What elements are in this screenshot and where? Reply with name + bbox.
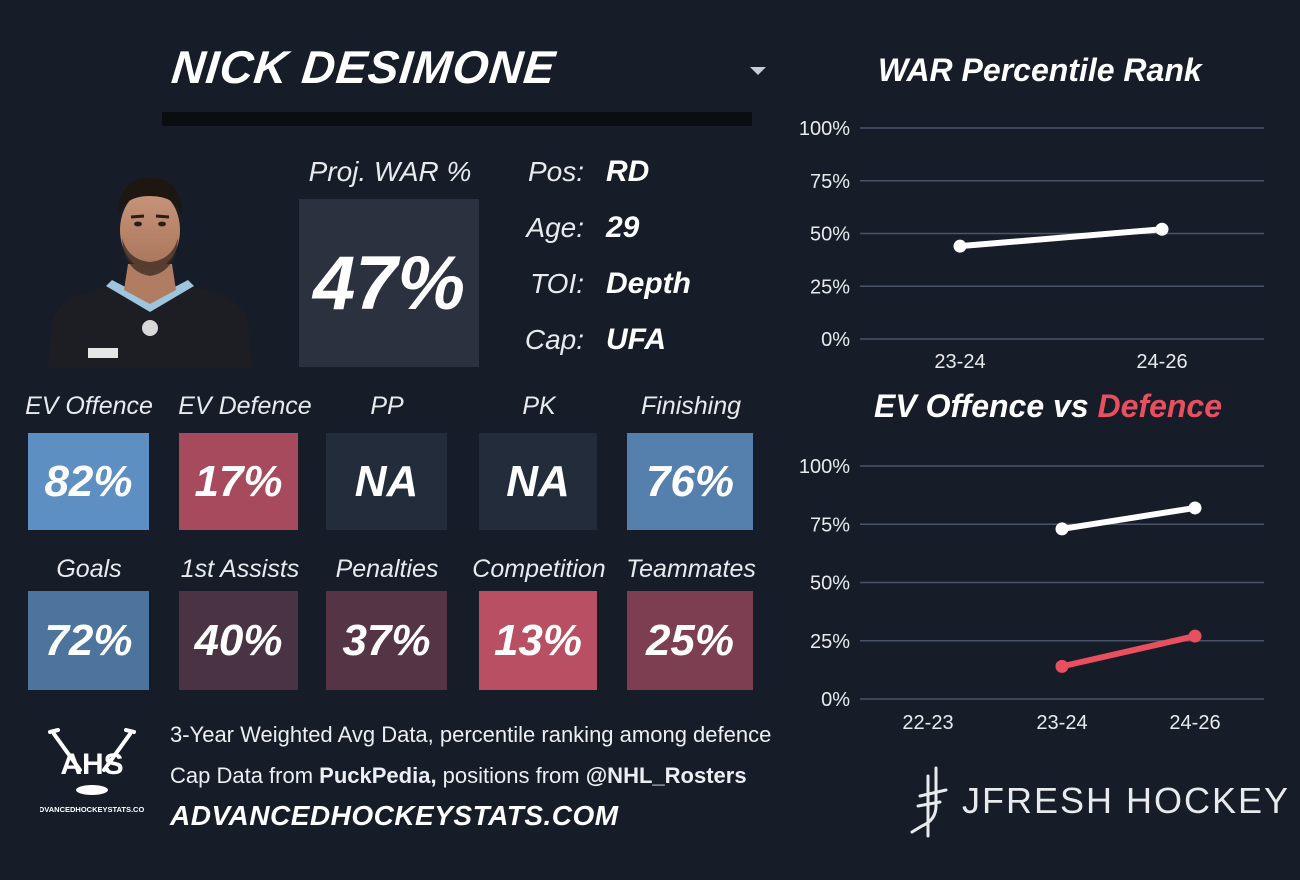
proj-war-label: Proj. WAR % bbox=[308, 156, 472, 187]
stat-tile-competition: 13% bbox=[479, 591, 597, 690]
stat-label-competition: Competition bbox=[472, 555, 606, 583]
chart2-ytick-label: 25% bbox=[810, 631, 850, 653]
stat-label-ev-defence: EV Defence bbox=[178, 392, 312, 420]
stat-tile-teammates: 25% bbox=[627, 591, 753, 690]
chart2-series-line-0 bbox=[1059, 504, 1198, 532]
stat-value-goals: 72% bbox=[44, 615, 133, 665]
chart1-ytick-label: 75% bbox=[810, 171, 850, 193]
chart1-title: WAR Percentile Rank bbox=[878, 52, 1202, 88]
site-url: ADVANCEDHOCKEYSTATS.COM bbox=[170, 800, 619, 831]
stat-label-penalties: Penalties bbox=[335, 555, 439, 583]
footnote-credits-middle: positions from bbox=[436, 763, 586, 788]
chart2-xtick-label: 24-26 bbox=[1169, 712, 1220, 734]
player-name: NICK DESIMONE bbox=[169, 41, 559, 93]
stat-label-goals: Goals bbox=[56, 555, 122, 583]
chart1-data-point bbox=[1155, 222, 1169, 236]
stat-value-ev-offence: 82% bbox=[44, 456, 133, 506]
brand-text: JFRESH HOCKEY bbox=[962, 780, 1291, 821]
stat-label-pk: PK bbox=[522, 392, 556, 420]
stat-tile-penalties: 37% bbox=[326, 591, 447, 690]
stat-label-finishing: Finishing bbox=[640, 392, 742, 420]
stat-tile-pp: NA bbox=[326, 433, 447, 530]
chart2-ytick-label: 0% bbox=[821, 689, 850, 711]
chart2-ytick-label: 50% bbox=[810, 573, 850, 595]
stat-tile-finishing: 76% bbox=[627, 433, 753, 530]
stat-value-competition: 13% bbox=[493, 615, 583, 665]
chevron-down-icon[interactable] bbox=[750, 67, 766, 75]
chart2-xtick-label: 22-23 bbox=[902, 712, 953, 734]
stat-value-penalties: 37% bbox=[342, 615, 431, 665]
info-label-age: Age: bbox=[526, 212, 584, 243]
puckpedia-credit: PuckPedia, bbox=[319, 763, 437, 788]
stat-tile-pk: NA bbox=[479, 433, 597, 530]
chart2-data-point bbox=[1188, 629, 1202, 643]
chart1-xtick-label: 24-26 bbox=[1136, 351, 1187, 373]
info-value-cap: UFA bbox=[606, 323, 666, 356]
info-value-pos: RD bbox=[606, 155, 650, 188]
info-label-toi: TOI: bbox=[530, 268, 584, 299]
header-divider bbox=[162, 112, 752, 126]
chart2-ytick-label: 75% bbox=[810, 514, 850, 536]
ahs-logo-subtext: ADVANCEDHOCKEYSTATS.COM bbox=[40, 805, 144, 814]
footnote-credits: Cap Data from PuckPedia, positions from … bbox=[170, 763, 747, 789]
chart2-data-point bbox=[1055, 522, 1069, 536]
chart2-data-point bbox=[1188, 501, 1202, 515]
stat-value-pp: NA bbox=[354, 456, 419, 506]
chart2-data-point bbox=[1055, 659, 1069, 673]
stat-tile-goals: 72% bbox=[28, 591, 149, 690]
info-label-cap: Cap: bbox=[524, 324, 584, 355]
stat-value-ev-defence: 17% bbox=[194, 456, 283, 506]
stat-value-finishing: 76% bbox=[645, 456, 735, 506]
ahs-logo-text: AHS bbox=[60, 748, 123, 781]
chart2-ytick-label: 100% bbox=[799, 456, 850, 478]
stat-label-ev-offence: EV Offence bbox=[25, 392, 153, 420]
player-photo bbox=[48, 178, 252, 368]
stat-tile-ev-offence: 82% bbox=[28, 433, 149, 530]
chart2-title-part1: EV Offence vs bbox=[874, 388, 1098, 424]
proj-war-box: 47% bbox=[299, 199, 479, 367]
nhl-rosters-credit: @NHL_Rosters bbox=[585, 763, 747, 788]
info-value-toi: Depth bbox=[606, 267, 691, 300]
stat-label-pp: PP bbox=[370, 392, 404, 420]
ahs-logo: AHS ADVANCEDHOCKEYSTATS.COM bbox=[40, 728, 144, 814]
chart1-data-point bbox=[953, 239, 967, 253]
chart2-series-line-1 bbox=[1059, 633, 1198, 670]
stat-label-1st-assists: 1st Assists bbox=[180, 555, 300, 583]
chart2-title-part2: Defence bbox=[1097, 388, 1223, 424]
stat-label-teammates: Teammates bbox=[626, 555, 756, 583]
chart2-title: EV Offence vs Defence bbox=[874, 388, 1222, 425]
ev-offence-defence-chart: 0% 25% 50% 75% 100% 22-23 23-24 24-26 bbox=[799, 456, 1264, 734]
footnote-data-source: 3-Year Weighted Avg Data, percentile ran… bbox=[170, 722, 772, 747]
proj-war-value: 47% bbox=[312, 240, 466, 326]
info-value-age: 29 bbox=[606, 211, 640, 244]
war-percentile-chart: 0% 25% 50% 75% 100% 23-24 24-26 bbox=[799, 118, 1264, 373]
jfresh-hockey-stick-icon bbox=[910, 766, 948, 838]
chart1-ytick-label: 0% bbox=[821, 329, 850, 351]
chart1-ytick-label: 50% bbox=[810, 224, 850, 246]
stat-value-1st-assists: 40% bbox=[194, 615, 283, 665]
stat-value-pk: NA bbox=[506, 456, 570, 506]
chart2-xtick-label: 23-24 bbox=[1036, 712, 1087, 734]
stat-tile-1st-assists: 40% bbox=[179, 591, 298, 690]
chart1-ytick-label: 100% bbox=[799, 118, 850, 140]
chart1-xtick-label: 23-24 bbox=[934, 351, 985, 373]
stat-value-teammates: 25% bbox=[645, 615, 735, 665]
footnote-credits-prefix: Cap Data from bbox=[170, 763, 320, 788]
chart1-ytick-label: 25% bbox=[810, 276, 850, 298]
chart1-series-line-0 bbox=[957, 226, 1165, 250]
stat-tile-ev-defence: 17% bbox=[179, 433, 298, 530]
info-label-pos: Pos: bbox=[527, 156, 584, 187]
